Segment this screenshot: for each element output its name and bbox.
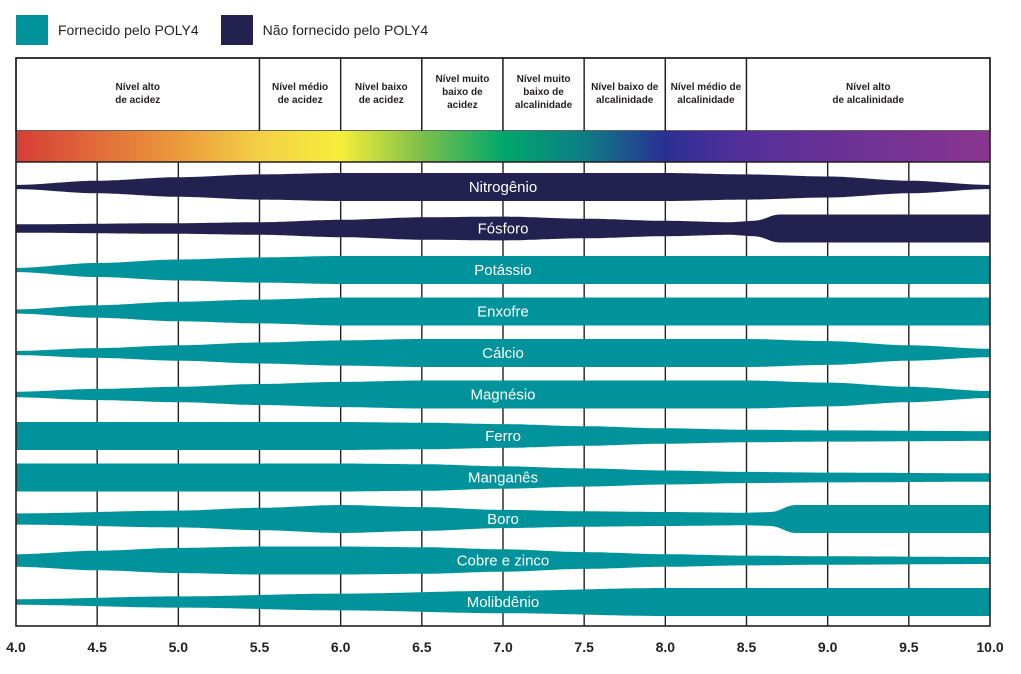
zone-label: Nível baixo de	[591, 82, 659, 93]
zone-label: de alcalinidade	[832, 95, 904, 106]
nutrient-band	[16, 463, 990, 492]
x-tick-label: 4.0	[6, 639, 26, 655]
legend-label-supplied: Fornecido pelo POLY4	[58, 22, 199, 38]
zone-cell	[421, 57, 504, 132]
zone-cell	[502, 57, 585, 132]
x-tick-label: 4.5	[87, 639, 107, 655]
legend-item-not-supplied: Não fornecido pelo POLY4	[220, 15, 429, 45]
zone-label: de acidez	[278, 95, 323, 106]
x-tick-label: 5.5	[250, 639, 270, 655]
x-axis-ticks: 4.0 4.5 5.0 5.5 6.0 6.5 7.0 7.5 8.0 8.5 9.0 9.5 10.0	[6, 639, 1004, 655]
nutrient-band	[16, 256, 990, 284]
zone-label: baixo de	[442, 87, 483, 98]
legend-swatch-supplied	[16, 15, 48, 45]
nutrient-label: Enxofre	[477, 304, 529, 321]
nutrient-band	[16, 505, 990, 533]
ph-color-bar	[16, 131, 990, 162]
zone-label: de acidez	[359, 95, 404, 106]
zone-label: Nível alto	[846, 82, 890, 93]
legend-swatch-not-supplied	[220, 15, 253, 45]
zone-cell	[745, 57, 991, 132]
legend-item-supplied: Fornecido pelo POLY4	[16, 15, 199, 45]
nutrient-band	[16, 380, 990, 409]
nutrient-label: Molibdênio	[467, 594, 540, 611]
nutrient-band	[16, 214, 990, 243]
x-tick-label: 10.0	[976, 639, 1003, 655]
zone-label: Nível muito	[435, 74, 489, 85]
frame-layer	[15, 57, 991, 627]
zone-label: baixo de	[523, 87, 564, 98]
zone-label: Nível alto	[116, 82, 160, 93]
zone-label: Nível médio de	[671, 82, 742, 93]
nutrient-band	[16, 546, 990, 575]
zone-header-layer: Nível alto de acidez Nível médio de acidez N…	[15, 57, 991, 132]
x-tick-label: 8.5	[737, 639, 757, 655]
nutrient-label: Nitrogênio	[469, 179, 537, 196]
nutrient-band	[16, 297, 990, 326]
x-tick-label: 6.0	[331, 639, 351, 655]
x-tick-label: 5.0	[169, 639, 189, 655]
x-tick-label: 8.0	[656, 639, 676, 655]
zone-label: alcalinidade	[515, 100, 573, 111]
zone-label: acidez	[447, 100, 478, 111]
x-tick-label: 9.0	[818, 639, 838, 655]
nutrient-band	[16, 339, 990, 367]
zone-label: Nível médio	[272, 82, 328, 93]
nutrient-band	[16, 173, 990, 201]
legend: Fornecido pelo POLY4 Não fornecido pelo …	[16, 14, 450, 46]
x-tick-label: 6.5	[412, 639, 432, 655]
x-tick-label: 7.0	[493, 639, 513, 655]
nutrient-label: Boro	[487, 511, 519, 528]
zone-label: Nível muito	[517, 74, 571, 85]
plot-frame	[15, 57, 991, 627]
zone-label: alcalinidade	[677, 95, 735, 106]
nutrient-label: Ferro	[485, 428, 521, 445]
nutrient-label: Cobre e zinco	[457, 553, 550, 570]
nutrient-label: Cálcio	[482, 345, 524, 362]
legend-label-not-supplied: Não fornecido pelo POLY4	[262, 22, 429, 38]
nutrient-label: Magnésio	[470, 387, 535, 404]
zone-label: alcalinidade	[596, 95, 654, 106]
nutrient-label: Fósforo	[478, 221, 529, 238]
nutrient-bands-layer: Nitrogênio Fósforo Potássio Enxofre Cálcio Ma…	[16, 173, 990, 616]
x-tick-label: 7.5	[574, 639, 594, 655]
nutrient-band	[16, 588, 990, 616]
nutrient-band	[16, 422, 990, 450]
zone-label: Nível baixo	[355, 82, 408, 93]
nutrient-label: Potássio	[474, 262, 532, 279]
grid-layer	[96, 131, 910, 626]
x-tick-label: 9.5	[899, 639, 919, 655]
nutrient-label: Manganês	[468, 470, 538, 487]
zone-label: de acidez	[115, 95, 160, 106]
